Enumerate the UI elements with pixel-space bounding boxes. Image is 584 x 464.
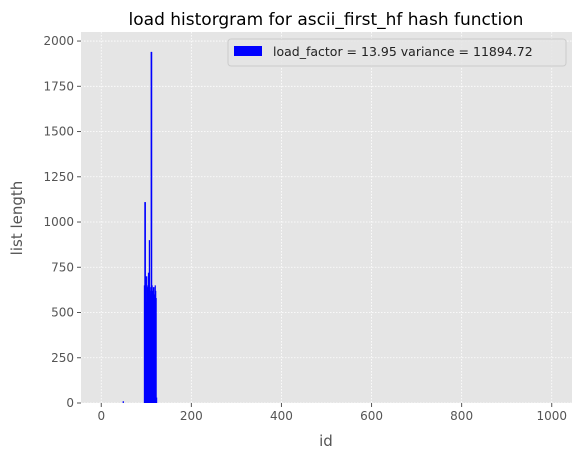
plot-area [81, 32, 572, 403]
bar [156, 397, 158, 403]
x-tick-label: 800 [450, 409, 473, 423]
y-axis-ticks: 0 250 500 750 1000 1250 1500 1750 2000 [43, 34, 81, 410]
y-tick-label: 1000 [43, 215, 74, 229]
bar [151, 51, 153, 403]
y-tick-label: 1500 [43, 125, 74, 139]
x-tick-label: 200 [180, 409, 203, 423]
x-tick-label: 0 [97, 409, 105, 423]
bars [122, 51, 158, 403]
bar [122, 401, 124, 403]
chart-title: load historgram for ascii_first_hf hash … [129, 10, 524, 30]
x-tick-label: 600 [360, 409, 383, 423]
y-tick-label: 500 [51, 306, 74, 320]
legend-swatch [234, 46, 262, 56]
legend: load_factor = 13.95 variance = 11894.72 [227, 38, 567, 67]
y-tick-label: 1250 [43, 170, 74, 184]
legend-label: load_factor = 13.95 variance = 11894.72 [273, 44, 533, 59]
y-axis-label: list length [8, 181, 26, 256]
x-tick-label: 400 [270, 409, 293, 423]
x-tick-label: 1000 [536, 409, 567, 423]
x-axis-ticks: 0 200 400 600 800 1000 [97, 403, 567, 423]
x-axis-label: id [319, 432, 333, 450]
y-tick-label: 0 [66, 396, 74, 410]
bar [155, 298, 157, 403]
y-tick-label: 2000 [43, 34, 74, 48]
y-tick-label: 750 [51, 260, 74, 274]
legend-box [227, 38, 567, 67]
y-tick-label: 1750 [43, 79, 74, 93]
y-tick-label: 250 [51, 351, 74, 365]
